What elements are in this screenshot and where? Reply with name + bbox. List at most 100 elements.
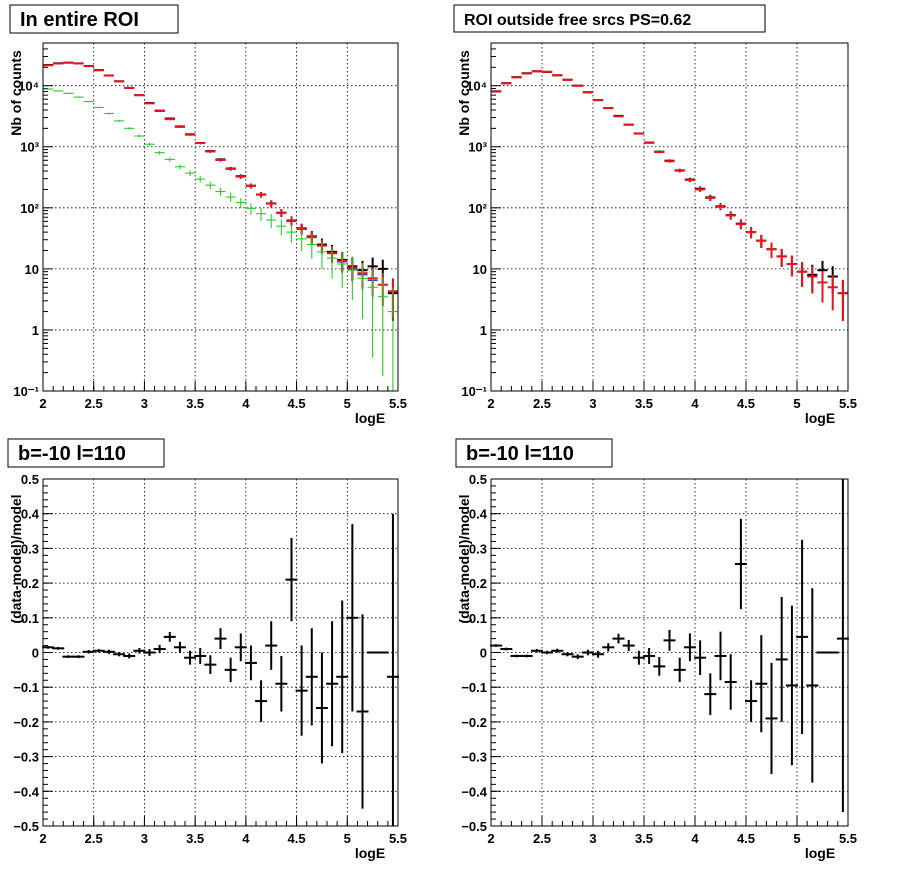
data-point	[715, 203, 726, 211]
data-point	[581, 649, 594, 656]
x-tick-label: 4.5	[737, 396, 755, 411]
data-point	[123, 653, 136, 659]
y-tick-label: 0.1	[21, 611, 39, 626]
plot-frame	[490, 42, 849, 392]
plot-frame	[490, 478, 849, 827]
data-point	[266, 200, 277, 208]
data-point	[756, 234, 767, 248]
y-tick-label: 10⁴	[466, 79, 487, 94]
data-point	[255, 680, 268, 722]
x-tick-label: 4	[242, 831, 250, 846]
y-axis-title: Nb of counts	[8, 50, 24, 136]
data-point	[315, 652, 328, 764]
data-point	[72, 655, 85, 659]
data-point	[185, 170, 196, 177]
data-point	[796, 539, 809, 735]
data-point	[245, 183, 256, 189]
data-point	[592, 650, 605, 658]
data-point	[234, 633, 247, 662]
x-tick-label: 5.5	[839, 396, 857, 411]
y-tick-label: 10⁻¹	[461, 384, 487, 399]
x-tick-label: 2	[487, 831, 494, 846]
series-4	[43, 88, 398, 391]
data-point	[734, 518, 747, 610]
data-point	[377, 276, 388, 377]
data-point	[336, 600, 349, 754]
y-axis-title: (data-model)/model	[456, 494, 472, 623]
data-point	[124, 86, 135, 89]
y-tick-label: 0.5	[21, 472, 39, 487]
data-point	[103, 112, 114, 115]
data-point	[797, 262, 808, 287]
plot-area	[43, 479, 398, 826]
data-point	[836, 479, 849, 813]
data-point	[623, 123, 634, 126]
data-point	[705, 195, 716, 201]
data-point	[114, 80, 125, 83]
x-tick-label: 3	[141, 396, 148, 411]
data-point	[367, 269, 378, 358]
x-tick-label: 5	[344, 396, 351, 411]
x-tick-label: 5.5	[389, 396, 407, 411]
data-point	[174, 125, 185, 128]
data-point	[775, 596, 788, 722]
data-point	[285, 537, 298, 622]
data-point	[225, 192, 236, 202]
y-tick-label: −0.2	[13, 715, 39, 730]
data-point	[724, 654, 737, 710]
x-tick-label: 4.5	[288, 396, 306, 411]
data-point	[62, 655, 75, 659]
x-tick-label: 4	[242, 396, 250, 411]
x-axis-title: logE	[805, 845, 835, 861]
panel-title-box	[9, 4, 179, 34]
data-point	[501, 82, 512, 85]
data-point	[184, 650, 197, 665]
chart-panel-4: 2 2.5 3 3.5 4 4.5 5 5.5 −0.5 −0.4 −0.3 −0.2 −0.1 0 0.1…	[455, 438, 857, 861]
x-tick-label: 4	[691, 831, 699, 846]
data-point	[500, 647, 513, 651]
y-tick-label: 0.1	[469, 611, 487, 626]
y-tick-label: −0.4	[461, 784, 487, 799]
data-point	[326, 621, 339, 747]
y-tick-label: 0.3	[469, 541, 487, 556]
data-point	[664, 159, 675, 163]
data-point	[817, 271, 828, 303]
y-tick-label: −0.1	[13, 680, 39, 695]
data-point	[215, 187, 226, 196]
x-tick-label: 4	[691, 396, 699, 411]
y-tick-label: 10²	[20, 201, 39, 216]
data-point	[746, 227, 757, 239]
data-point	[695, 187, 706, 192]
data-point	[256, 208, 267, 221]
x-tick-label: 5.5	[839, 831, 857, 846]
data-point	[276, 209, 287, 217]
data-point	[704, 673, 717, 715]
y-tick-label: 0.2	[21, 576, 39, 591]
data-point	[113, 652, 126, 657]
panel-title-box	[455, 438, 613, 468]
x-tick-label: 5	[793, 396, 800, 411]
data-point	[286, 216, 297, 226]
data-point	[164, 118, 175, 121]
y-tick-label: −0.5	[13, 819, 39, 834]
data-point	[266, 213, 277, 229]
data-point	[153, 644, 166, 654]
data-point	[305, 628, 318, 726]
plot-area	[491, 43, 848, 391]
y-axis-title: Nb of counts	[456, 50, 472, 136]
data-point	[93, 106, 104, 109]
x-tick-label: 2	[39, 831, 46, 846]
data-point	[387, 287, 398, 391]
data-point	[491, 90, 502, 93]
data-point	[530, 649, 543, 653]
y-tick-label: 0	[32, 646, 39, 661]
x-axis-title: logE	[355, 845, 385, 861]
panel-title-box	[7, 438, 165, 468]
data-point	[674, 169, 685, 173]
y-tick-label: 0.5	[469, 472, 487, 487]
x-tick-label: 3.5	[635, 396, 653, 411]
data-point	[571, 654, 584, 660]
data-point	[205, 181, 216, 190]
plot-area	[43, 43, 398, 391]
